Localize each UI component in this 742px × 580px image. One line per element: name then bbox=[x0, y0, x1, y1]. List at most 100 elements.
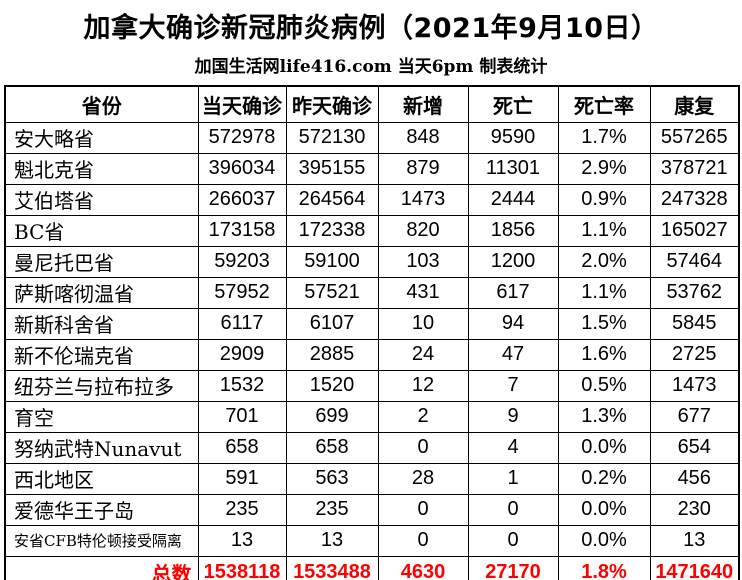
value-cell: 572978 bbox=[197, 121, 287, 154]
value-cell: 173158 bbox=[197, 214, 287, 247]
province-cell: 爱德华王子岛 bbox=[4, 493, 199, 526]
table-row: 安省CFB特伦顿接受隔离 13 13 0 0 0.0% 13 bbox=[4, 524, 740, 557]
value-cell: 591 bbox=[197, 462, 287, 495]
header-cell: 死亡率 bbox=[557, 85, 651, 123]
value-cell: 658 bbox=[285, 431, 379, 464]
province-cell: 艾伯塔省 bbox=[4, 183, 199, 216]
value-cell: 235 bbox=[285, 493, 379, 526]
value-cell: 266037 bbox=[197, 183, 287, 216]
value-cell: 13 bbox=[649, 524, 740, 557]
value-cell: 396034 bbox=[197, 152, 287, 185]
table-row: 新不伦瑞克省 2909 2885 24 47 1.6% 2725 bbox=[4, 338, 740, 371]
province-cell: 新斯科舍省 bbox=[4, 307, 199, 340]
value-cell: 0 bbox=[467, 493, 559, 526]
total-label-cell: 总数 bbox=[4, 555, 199, 580]
total-row: 总数 1538118 1533488 4630 27170 1.8% 1471640 bbox=[4, 555, 740, 580]
covid-stats-table: 省份 当天确诊 昨天确诊 新增 死亡 死亡率 康复 安大略省 572978 572130 848 9… bbox=[4, 85, 740, 580]
province-cell: 安省CFB特伦顿接受隔离 bbox=[4, 524, 199, 557]
header-cell: 昨天确诊 bbox=[285, 85, 379, 123]
value-cell: 557265 bbox=[649, 121, 740, 154]
value-cell: 1473 bbox=[377, 183, 469, 216]
header-cell: 死亡 bbox=[467, 85, 559, 123]
value-cell: 59100 bbox=[285, 245, 379, 278]
value-cell: 235 bbox=[197, 493, 287, 526]
table-row: 纽芬兰与拉布拉多 1532 1520 12 7 0.5% 1473 bbox=[4, 369, 740, 402]
value-cell: 0.0% bbox=[557, 524, 651, 557]
page-subtitle: 加国生活网life416.com 当天6pm 制表统计 bbox=[194, 57, 548, 77]
value-cell: 11301 bbox=[467, 152, 559, 185]
value-cell: 848 bbox=[377, 121, 469, 154]
total-value-cell: 1533488 bbox=[285, 555, 379, 580]
value-cell: 5845 bbox=[649, 307, 740, 340]
value-cell: 617 bbox=[467, 276, 559, 309]
value-cell: 1856 bbox=[467, 214, 559, 247]
value-cell: 57952 bbox=[197, 276, 287, 309]
value-cell: 1520 bbox=[285, 369, 379, 402]
total-value-cell: 1471640 bbox=[649, 555, 740, 580]
province-cell: 育空 bbox=[4, 400, 199, 433]
value-cell: 0.9% bbox=[557, 183, 651, 216]
total-value-cell: 4630 bbox=[377, 555, 469, 580]
province-cell: BC省 bbox=[4, 214, 199, 247]
value-cell: 395155 bbox=[285, 152, 379, 185]
value-cell: 28 bbox=[377, 462, 469, 495]
table-row: 萨斯喀彻温省 57952 57521 431 617 1.1% 53762 bbox=[4, 276, 740, 309]
value-cell: 2444 bbox=[467, 183, 559, 216]
value-cell: 165027 bbox=[649, 214, 740, 247]
header-cell: 省份 bbox=[4, 85, 199, 123]
value-cell: 879 bbox=[377, 152, 469, 185]
value-cell: 47 bbox=[467, 338, 559, 371]
value-cell: 1.6% bbox=[557, 338, 651, 371]
value-cell: 4 bbox=[467, 431, 559, 464]
total-value-cell: 1538118 bbox=[197, 555, 287, 580]
value-cell: 9590 bbox=[467, 121, 559, 154]
province-cell: 萨斯喀彻温省 bbox=[4, 276, 199, 309]
table-row: 育空 701 699 2 9 1.3% 677 bbox=[4, 400, 740, 433]
province-cell: 新不伦瑞克省 bbox=[4, 338, 199, 371]
value-cell: 103 bbox=[377, 245, 469, 278]
province-cell: 西北地区 bbox=[4, 462, 199, 495]
header-cell: 新增 bbox=[377, 85, 469, 123]
province-cell: 魁北克省 bbox=[4, 152, 199, 185]
value-cell: 57464 bbox=[649, 245, 740, 278]
province-cell: 纽芬兰与拉布拉多 bbox=[4, 369, 199, 402]
value-cell: 1200 bbox=[467, 245, 559, 278]
table-row: BC省 173158 172338 820 1856 1.1% 165027 bbox=[4, 214, 740, 247]
table-body: 安大略省 572978 572130 848 9590 1.7% 557265 魁北克省 396… bbox=[4, 121, 740, 580]
value-cell: 13 bbox=[285, 524, 379, 557]
value-cell: 2.0% bbox=[557, 245, 651, 278]
table-row: 爱德华王子岛 235 235 0 0 0.0% 230 bbox=[4, 493, 740, 526]
value-cell: 2909 bbox=[197, 338, 287, 371]
value-cell: 24 bbox=[377, 338, 469, 371]
value-cell: 378721 bbox=[649, 152, 740, 185]
table-row: 努纳武特Nunavut 658 658 0 4 0.0% 654 bbox=[4, 431, 740, 464]
value-cell: 94 bbox=[467, 307, 559, 340]
value-cell: 677 bbox=[649, 400, 740, 433]
value-cell: 12 bbox=[377, 369, 469, 402]
value-cell: 699 bbox=[285, 400, 379, 433]
value-cell: 59203 bbox=[197, 245, 287, 278]
value-cell: 1.1% bbox=[557, 214, 651, 247]
table-row: 西北地区 591 563 28 1 0.2% 456 bbox=[4, 462, 740, 495]
value-cell: 2 bbox=[377, 400, 469, 433]
value-cell: 820 bbox=[377, 214, 469, 247]
value-cell: 2.9% bbox=[557, 152, 651, 185]
value-cell: 0 bbox=[377, 431, 469, 464]
value-cell: 431 bbox=[377, 276, 469, 309]
value-cell: 1532 bbox=[197, 369, 287, 402]
value-cell: 0.0% bbox=[557, 493, 651, 526]
value-cell: 0.5% bbox=[557, 369, 651, 402]
value-cell: 57521 bbox=[285, 276, 379, 309]
value-cell: 1.7% bbox=[557, 121, 651, 154]
table-row: 新斯科舍省 6117 6107 10 94 1.5% 5845 bbox=[4, 307, 740, 340]
value-cell: 6117 bbox=[197, 307, 287, 340]
value-cell: 13 bbox=[197, 524, 287, 557]
table-header: 省份 当天确诊 昨天确诊 新增 死亡 死亡率 康复 bbox=[4, 85, 740, 123]
value-cell: 53762 bbox=[649, 276, 740, 309]
value-cell: 7 bbox=[467, 369, 559, 402]
value-cell: 654 bbox=[649, 431, 740, 464]
province-cell: 努纳武特Nunavut bbox=[4, 431, 199, 464]
value-cell: 172338 bbox=[285, 214, 379, 247]
value-cell: 1.3% bbox=[557, 400, 651, 433]
